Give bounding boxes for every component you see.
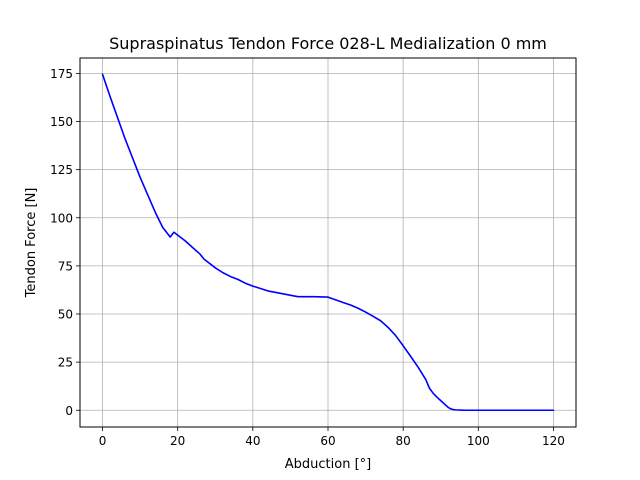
y-axis-label: Tendon Force [N]: [24, 188, 39, 299]
y-tick-label: 0: [65, 404, 73, 418]
y-tick-label: 150: [50, 115, 73, 129]
chart-title: Supraspinatus Tendon Force 028-L Mediali…: [109, 34, 547, 53]
grid: [80, 58, 576, 427]
x-tick-label: 100: [467, 434, 490, 448]
series-layer: [101, 73, 555, 412]
x-tick-label: 120: [542, 434, 565, 448]
x-tick-label: 0: [99, 434, 107, 448]
x-axis: 0 20 40 60 80 100 120: [99, 427, 565, 448]
y-tick-label: 175: [50, 67, 73, 81]
y-tick-label: 125: [50, 163, 73, 177]
y-tick-label: 50: [58, 308, 73, 322]
x-axis-label: Abduction [°]: [285, 457, 371, 472]
series-line: [101, 73, 555, 412]
y-tick-label: 25: [58, 356, 73, 370]
y-tick-label: 75: [58, 259, 73, 273]
x-tick-label: 60: [320, 434, 335, 448]
x-tick-label: 80: [396, 434, 411, 448]
y-tick-label: 100: [50, 211, 73, 225]
x-tick-label: 20: [170, 434, 185, 448]
x-tick-label: 40: [245, 434, 260, 448]
y-axis: 0 25 50 75 100 125 150 175: [50, 67, 80, 418]
